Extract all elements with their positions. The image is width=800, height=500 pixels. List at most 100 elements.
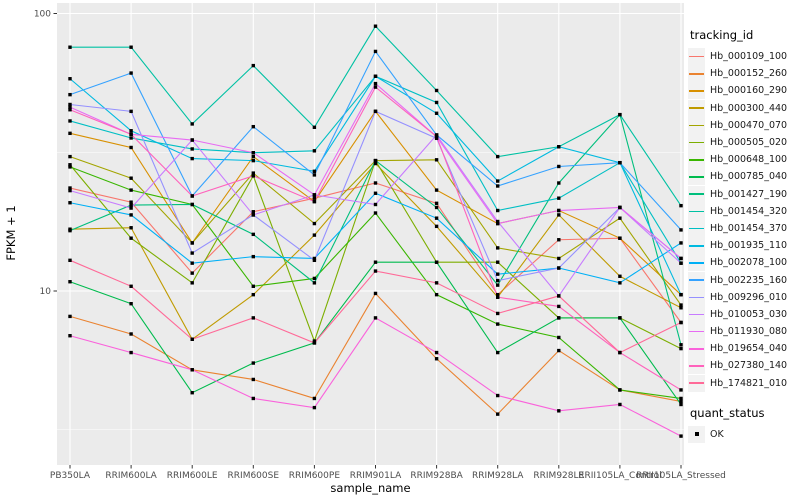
data-point: [557, 348, 561, 353]
data-point: [68, 228, 72, 233]
data-point: [618, 205, 622, 210]
x-tick-label: RRIM600LA: [105, 471, 157, 481]
x-tick-label: RRII105LA_Stressed: [636, 471, 726, 481]
legend-label: Hb_010053_030: [710, 308, 788, 320]
data-point: [496, 350, 500, 355]
data-point: [190, 368, 194, 372]
data-point: [679, 402, 683, 407]
legend-item-Hb_000300_440: Hb_000300_440: [688, 99, 800, 117]
data-point: [251, 213, 255, 217]
data-point: [251, 284, 255, 288]
data-point: [373, 81, 378, 86]
legend-label: OK: [710, 428, 724, 440]
legend-tracking-items: Hb_000109_100 Hb_000152_260 Hb_000160_290 H…: [688, 48, 800, 392]
data-point: [68, 77, 72, 81]
legend-color-line: [689, 313, 704, 316]
legend-quant-items: OK: [688, 425, 800, 443]
legend-color-line: [689, 107, 704, 110]
data-point: [618, 160, 622, 165]
data-point: [373, 191, 378, 195]
data-point: [373, 158, 378, 163]
data-point: [251, 361, 255, 365]
data-point: [68, 45, 72, 49]
legend-key-line-icon: [688, 202, 705, 220]
data-point: [190, 251, 194, 255]
legend-color-line: [689, 262, 704, 264]
legend-item-Hb_000505_020: Hb_000505_020: [688, 134, 800, 152]
legend-key-line-icon: [688, 219, 705, 237]
legend-key-line-icon: [688, 82, 705, 100]
data-point: [68, 165, 72, 169]
legend-label: Hb_000160_290: [710, 85, 788, 97]
data-point: [679, 396, 683, 401]
data-point: [312, 233, 317, 237]
data-point: [434, 100, 439, 105]
data-point: [190, 391, 194, 395]
legend-color-line: [689, 193, 704, 195]
data-point: [129, 109, 133, 114]
legend-item-Hb_000470_070: Hb_000470_070: [688, 116, 800, 134]
data-point: [68, 163, 72, 167]
data-point: [129, 203, 133, 207]
data-point: [251, 292, 255, 297]
legend-key-line-icon: [688, 116, 705, 134]
plot-panel: [57, 3, 684, 465]
legend-item-quant-OK: OK: [688, 425, 800, 443]
data-point: [312, 341, 317, 345]
data-point: [496, 154, 500, 159]
legend-key-line-icon: [688, 168, 705, 186]
data-point: [557, 266, 561, 270]
legend-color-line: [689, 244, 704, 247]
x-tick-label: RRIM928LE: [533, 471, 584, 481]
legend-item-Hb_001935_110: Hb_001935_110: [688, 237, 800, 255]
data-point: [312, 125, 317, 129]
data-point: [68, 201, 72, 205]
legend-label: Hb_002235_160: [710, 274, 788, 286]
data-point: [68, 280, 72, 284]
data-point: [312, 199, 317, 204]
data-point: [618, 316, 622, 320]
data-point: [618, 112, 622, 117]
data-point: [679, 306, 683, 310]
legend-key-line-icon: [688, 323, 705, 341]
data-point: [373, 269, 378, 273]
legend-label: Hb_000470_070: [710, 119, 788, 131]
legend-label: Hb_000785_040: [710, 171, 788, 183]
data-point: [68, 314, 72, 319]
data-point: [129, 332, 133, 336]
data-point: [557, 256, 561, 261]
x-tick-label: RRIM600PE: [289, 471, 341, 481]
legend-item-Hb_009296_010: Hb_009296_010: [688, 288, 800, 306]
data-point: [251, 254, 255, 259]
data-point: [373, 181, 378, 185]
data-point: [129, 45, 133, 49]
legend-label: Hb_002078_100: [710, 257, 788, 269]
data-point: [618, 350, 622, 355]
legend-key-line-icon: [688, 357, 705, 375]
legend-color-line: [689, 159, 704, 161]
x-tick-label: RRIM928BA: [410, 471, 463, 481]
x-tick-label: RRIM928LA: [472, 471, 524, 481]
data-point: [496, 292, 500, 297]
data-point: [373, 85, 378, 89]
data-point: [373, 161, 378, 166]
data-point: [434, 357, 439, 361]
data-point: [129, 132, 133, 137]
data-point: [373, 316, 378, 320]
data-point: [496, 393, 500, 398]
legend-key-line-icon: [688, 305, 705, 323]
legend-label: Hb_001454_370: [710, 222, 788, 234]
legend-item-Hb_174821_010: Hb_174821_010: [688, 374, 800, 392]
x-tick-label: RRIM901LA: [350, 471, 402, 481]
data-point: [312, 396, 317, 401]
data-point: [312, 169, 317, 173]
data-point: [557, 335, 561, 340]
legend-color-line: [689, 55, 704, 58]
legend-item-Hb_002235_160: Hb_002235_160: [688, 271, 800, 289]
data-point: [679, 292, 683, 297]
data-point: [618, 216, 622, 220]
data-point: [618, 236, 622, 240]
legend-item-Hb_019654_040: Hb_019654_040: [688, 340, 800, 358]
